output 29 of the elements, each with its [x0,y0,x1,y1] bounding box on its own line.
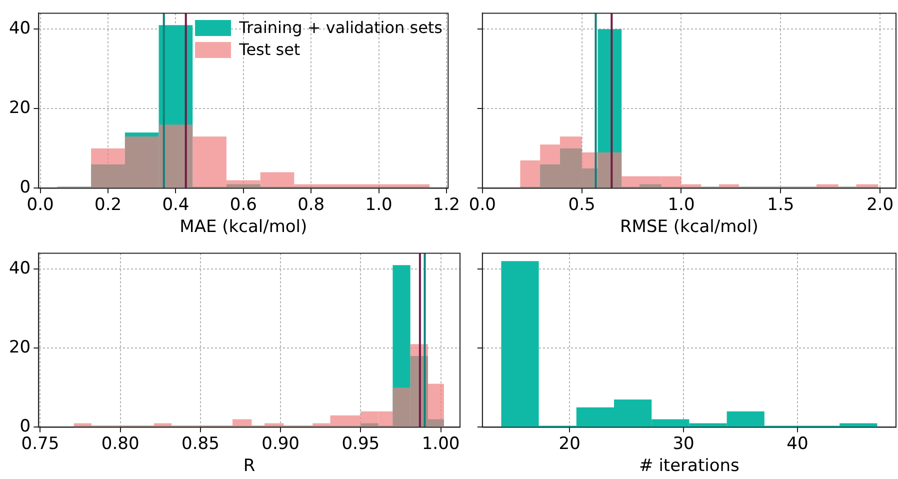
x-tick-label: 1.00 [422,434,460,454]
x-tick-label: 0.8 [298,194,325,215]
x-tick-label: 0.95 [342,434,380,454]
x-tick-label: 20 [558,434,580,454]
x-axis-title: MAE (kcal/mol) [180,217,308,238]
x-tick-label: 0.90 [262,434,300,454]
x-tick-label: 1.5 [767,194,794,215]
x-tick-label: 40 [786,434,808,454]
x-axis-title: R [243,456,256,476]
x-axis-title: # iterations [639,456,740,476]
y-tick-label: 40 [8,258,31,278]
x-tick-label: 30 [672,434,694,454]
y-tick-label: 40 [8,18,31,39]
x-tick-label: 1.0 [668,194,695,215]
legend-label: Test set [239,39,300,62]
x-tick-label: 0.85 [182,434,220,454]
x-tick-label: 0.2 [94,194,122,215]
y-tick-label: 20 [8,98,31,118]
x-tick-label: 0.80 [101,434,140,454]
x-tick-label: 0.4 [162,194,190,215]
legend-label: Training + validation sets [239,17,443,40]
x-tick-label: 0.5 [568,194,596,215]
y-tick-label: 20 [8,338,31,358]
x-tick-label: 2.0 [866,194,894,215]
x-tick-label: 1.0 [365,194,392,215]
x-tick-label: 0.0 [468,194,496,215]
x-tick-label: 1.2 [432,194,460,215]
x-tick-label: 0.6 [230,194,257,215]
x-axis-title: RMSE (kcal/mol) [620,217,758,238]
